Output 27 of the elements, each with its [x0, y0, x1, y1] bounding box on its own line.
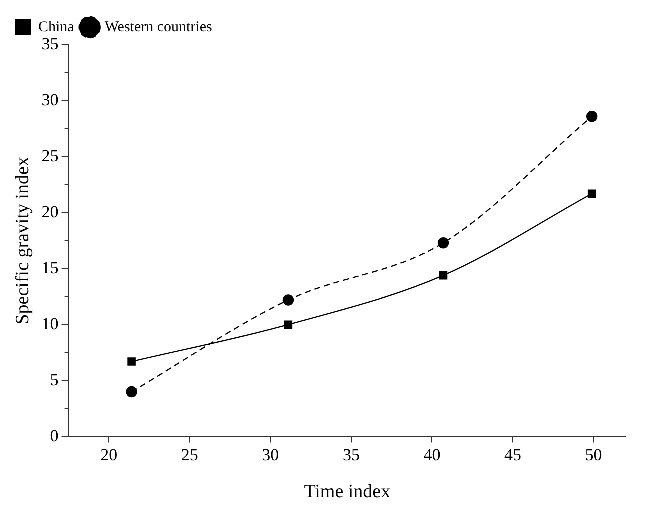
point — [128, 358, 136, 366]
x-axis-title: Time index — [304, 482, 392, 503]
y-tick-label: 25 — [42, 146, 59, 166]
legend-label: Western countries — [104, 19, 212, 36]
y-tick-label: 20 — [42, 202, 59, 222]
x-tick-label: 45 — [504, 445, 522, 464]
y-axis-title: Specific gravity index — [12, 156, 34, 325]
x-tick-label: 40 — [424, 445, 441, 464]
x-tick-label: 30 — [262, 445, 280, 464]
point — [588, 190, 596, 198]
point — [282, 294, 294, 306]
y-tick-label: 0 — [50, 426, 59, 446]
point — [439, 271, 448, 280]
point — [126, 386, 138, 398]
y-tick-label: 5 — [50, 370, 59, 390]
y-tick-label: 15 — [42, 258, 59, 278]
y-tick-label: 30 — [42, 90, 59, 110]
legend-label: China — [38, 19, 75, 36]
point — [586, 111, 598, 122]
x-tick-label: 20 — [100, 445, 118, 464]
x-tick-label: 35 — [342, 445, 360, 464]
y-tick-label: 10 — [42, 314, 59, 334]
point — [438, 238, 450, 249]
x-tick-label: 50 — [585, 445, 602, 464]
x-tick-label: 25 — [181, 445, 198, 464]
y-tick-label: 35 — [42, 34, 59, 54]
point — [284, 320, 293, 329]
